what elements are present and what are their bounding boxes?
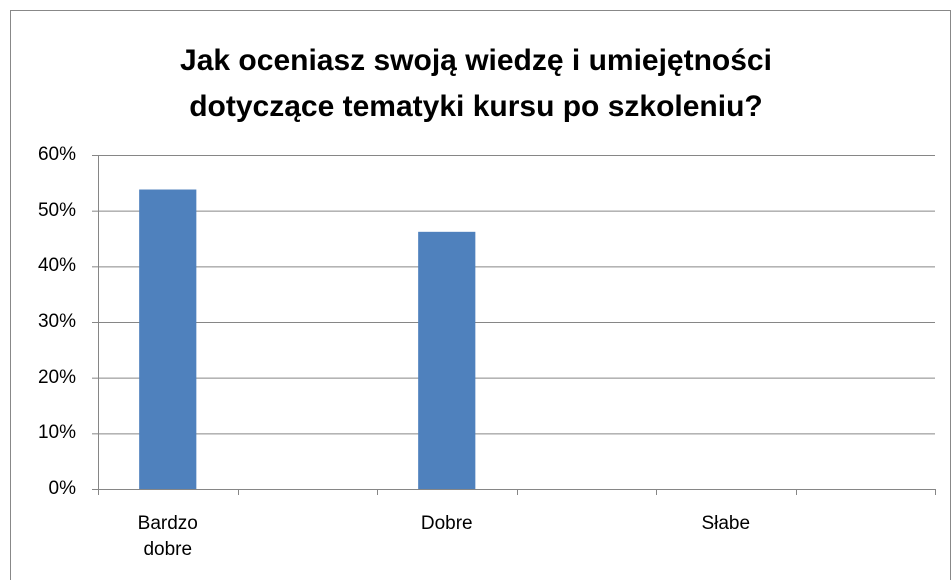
y-tick-label: 0% [48, 478, 76, 499]
y-tick-label: 10% [37, 422, 76, 444]
x-tick-label: Słabe [701, 513, 751, 534]
bar [418, 231, 476, 489]
y-tick-label: 40% [37, 255, 76, 277]
y-tick-label: 50% [37, 199, 76, 221]
chart-border [10, 10, 951, 580]
x-tick-label: Dobre [420, 513, 473, 534]
y-tick-label: 20% [37, 366, 76, 388]
y-tick-label: 60% [37, 144, 76, 165]
y-tick-label: 30% [37, 311, 76, 332]
chart-title: Jak oceniasz swoją wiedzę i umiejętności… [180, 44, 772, 123]
bar [139, 189, 197, 489]
x-tick-label: Bardzo dobre [137, 513, 198, 560]
